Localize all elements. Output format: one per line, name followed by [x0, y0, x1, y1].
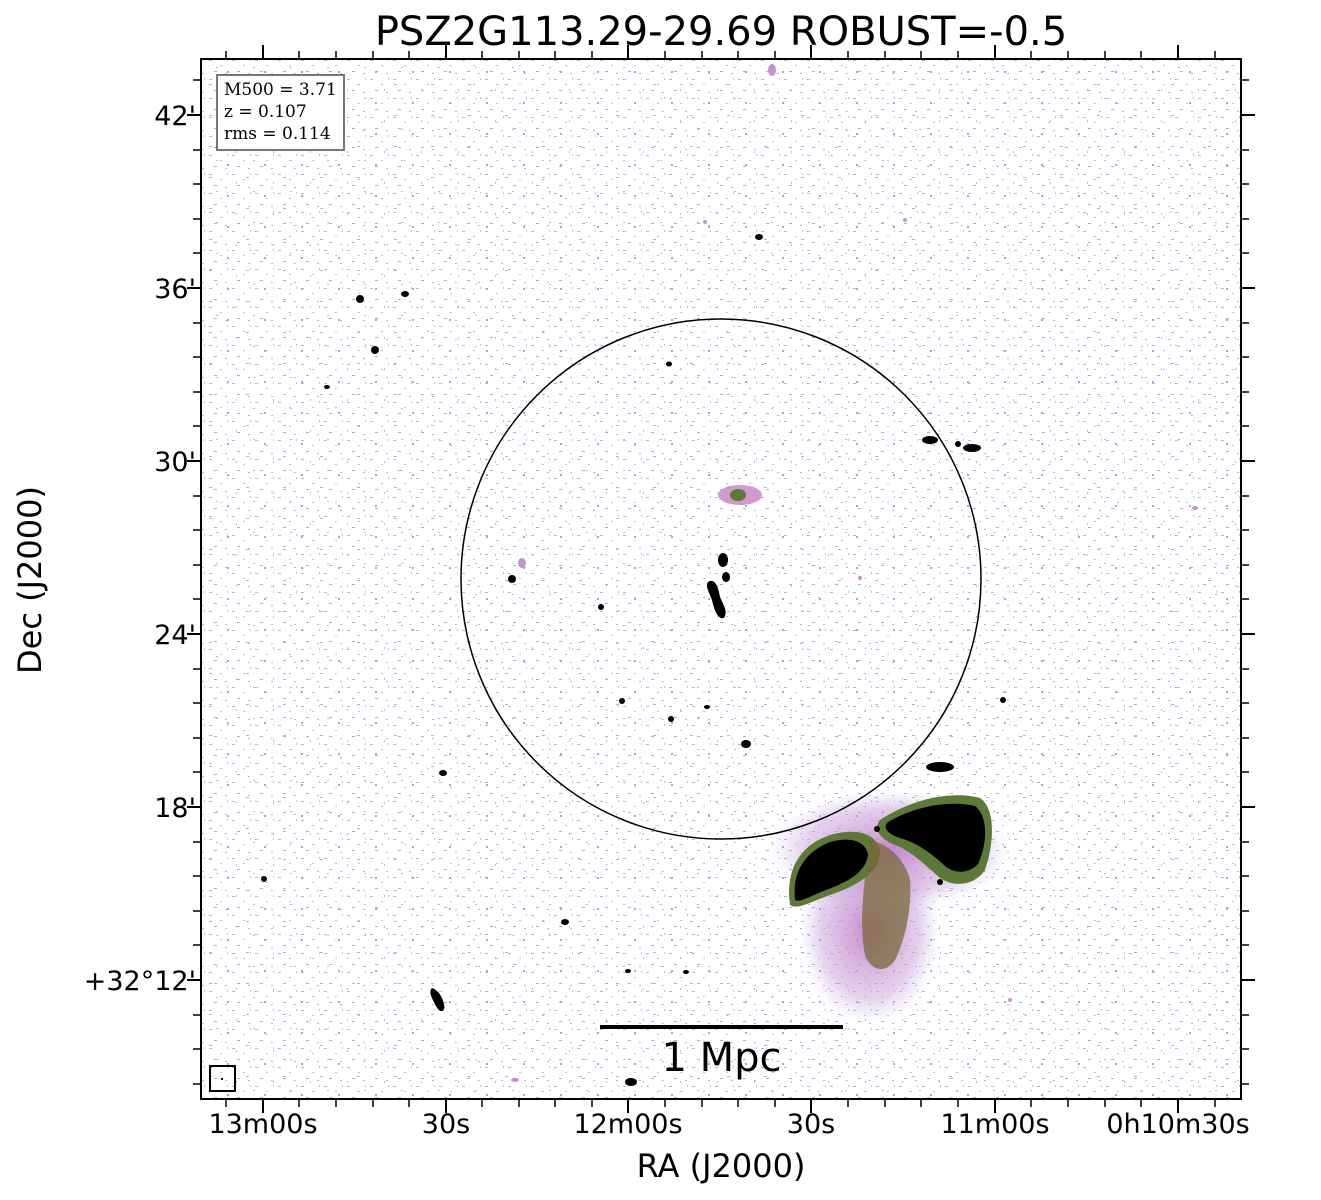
faint-sources	[511, 64, 1198, 1082]
beam-marker	[209, 1065, 236, 1092]
r500-circle	[460, 318, 982, 840]
redshift-label: z = 0.107	[224, 102, 307, 122]
x-tick-label: 30s	[786, 1109, 836, 1140]
plot-title: PSZ2G113.29-29.69 ROBUST=-0.5	[374, 9, 1068, 55]
y-tick-label: 42'	[154, 101, 196, 132]
scale-bar-label: 1 Mpc	[661, 1035, 782, 1081]
x-tick-label: 30s	[421, 1109, 471, 1140]
m500-label: M500 = 3.71	[224, 80, 337, 100]
x-tick-label: 12m00s	[573, 1109, 683, 1140]
point-sources	[261, 234, 1006, 1086]
y-minor-ticks	[193, 79, 1249, 1085]
y-tick-label: +32°12'	[83, 966, 196, 997]
x-tick-label: 13m00s	[208, 1109, 318, 1140]
x-axis-label: RA (J2000)	[636, 1147, 806, 1185]
x-tick-label: 11m00s	[940, 1109, 1050, 1140]
y-tick-label: 30'	[154, 447, 196, 478]
rms-label: rms = 0.114	[224, 124, 331, 144]
extended-radio-galaxy	[789, 795, 992, 970]
y-axis-label: Dec (J2000)	[11, 486, 49, 674]
y-major-ticks	[187, 114, 1255, 981]
x-major-ticks	[262, 45, 1179, 1113]
x-minor-ticks	[225, 51, 1216, 1107]
plot-frame	[200, 58, 1242, 1100]
y-tick-label: 18'	[154, 793, 196, 824]
x-tick-label: 0h10m30s	[1106, 1109, 1250, 1140]
noise-layer-b	[201, 59, 1241, 1099]
central-sources	[706, 485, 954, 772]
cluster-info-box: M500 = 3.71 z = 0.107 rms = 0.114	[216, 74, 345, 151]
y-tick-label: 36'	[154, 274, 196, 305]
y-tick-label: 24'	[154, 620, 196, 651]
